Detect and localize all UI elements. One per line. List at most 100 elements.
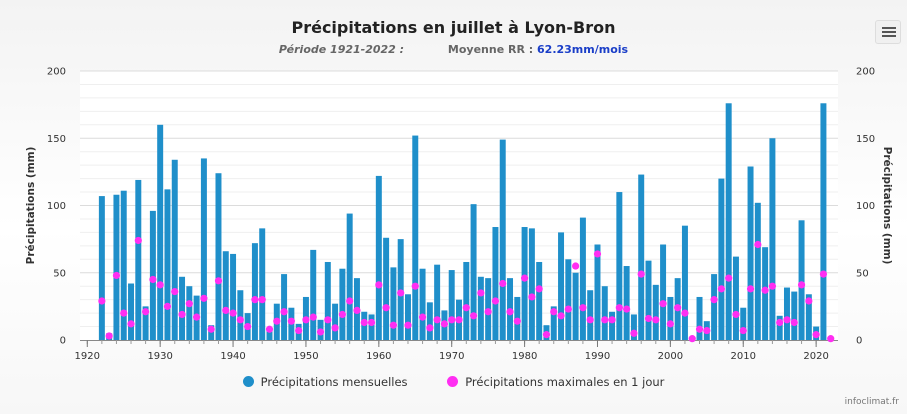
bar (230, 253, 237, 340)
max-point (331, 324, 339, 332)
max-point (404, 321, 412, 329)
max-point (426, 324, 434, 332)
credits-link[interactable]: infoclimat.fr (844, 397, 899, 407)
x-tick-label: 1940 (220, 351, 245, 362)
x-tick-label: 2010 (731, 351, 756, 362)
max-point (324, 316, 332, 324)
max-point (732, 310, 740, 319)
max-point (593, 250, 602, 258)
y-axis-title-left: Précipitations (mm) (25, 147, 37, 265)
max-point (244, 322, 252, 331)
max-point (214, 277, 223, 285)
max-point (149, 275, 157, 284)
max-point (499, 279, 507, 288)
x-tick-label: 1980 (512, 351, 537, 362)
max-point (564, 305, 572, 313)
bar (725, 103, 732, 340)
bar (149, 210, 156, 340)
bar (120, 190, 127, 340)
y-tick-label-right: 150 (856, 134, 875, 145)
max-point (295, 326, 303, 335)
bar (186, 286, 193, 340)
y-tick-label-left: 50 (53, 268, 66, 279)
max-point (134, 236, 142, 245)
max-point (601, 316, 609, 324)
bar (791, 291, 798, 340)
bar (171, 159, 178, 340)
max-point (141, 308, 150, 316)
max-point (440, 320, 449, 328)
legend-item-max[interactable]: Précipitations maximales en 1 jour (447, 375, 664, 389)
legend-label-monthly: Précipitations mensuelles (260, 375, 408, 389)
bar (259, 228, 266, 340)
max-point (360, 318, 368, 327)
max-point (433, 316, 441, 324)
max-point (776, 318, 784, 327)
max-point (411, 282, 419, 290)
max-point (397, 289, 405, 297)
max-point (455, 316, 463, 324)
max-point (783, 316, 791, 324)
bar (324, 261, 331, 340)
bar (783, 287, 790, 340)
max-point (805, 297, 813, 305)
bar (528, 228, 535, 340)
bar (266, 327, 273, 340)
legend-item-monthly[interactable]: Précipitations mensuelles (242, 375, 408, 389)
x-tick-label: 1950 (293, 351, 318, 362)
bar (142, 306, 149, 340)
bar (616, 192, 623, 340)
max-point (185, 300, 193, 308)
max-point (346, 297, 354, 305)
bar (426, 302, 433, 340)
x-tick-label: 2000 (658, 351, 683, 362)
max-point (615, 304, 623, 312)
bar (113, 194, 120, 340)
bar (681, 225, 688, 340)
max-point (681, 309, 689, 317)
y-tick-label-right: 100 (856, 201, 875, 212)
bar (565, 259, 572, 340)
max-point (695, 325, 704, 333)
x-tick-label: 1920 (75, 351, 100, 362)
bar (696, 296, 703, 340)
bar (558, 232, 565, 340)
max-point (746, 285, 755, 293)
max-point (506, 308, 514, 316)
x-tick-label: 1960 (366, 351, 391, 362)
max-point (112, 271, 121, 280)
max-point (644, 314, 653, 323)
max-point (338, 310, 346, 319)
max-point (739, 326, 747, 335)
y-tick-label-right: 200 (856, 67, 875, 78)
max-point (491, 297, 500, 305)
max-point (448, 316, 456, 324)
bar (609, 311, 616, 340)
max-point (659, 300, 667, 308)
max-point (265, 325, 274, 333)
hamburger-menu-icon[interactable] (875, 20, 901, 44)
max-point (171, 287, 179, 296)
max-point (229, 309, 237, 317)
max-point (703, 326, 711, 335)
bar (579, 217, 586, 340)
bar (652, 284, 659, 340)
max-point (236, 316, 244, 324)
max-point (768, 282, 777, 290)
max-point (797, 281, 806, 289)
mean-label: Moyenne RR : (447, 43, 534, 56)
bar (375, 175, 382, 340)
bar (740, 307, 747, 340)
max-point (630, 329, 638, 337)
max-point (367, 318, 376, 327)
bar (412, 135, 419, 340)
bar (769, 138, 776, 340)
max-point (462, 304, 470, 312)
bar (470, 204, 477, 340)
max-point (316, 328, 325, 336)
max-point (193, 313, 201, 321)
max-point (528, 293, 536, 301)
max-point (652, 316, 660, 324)
bar (492, 227, 499, 340)
